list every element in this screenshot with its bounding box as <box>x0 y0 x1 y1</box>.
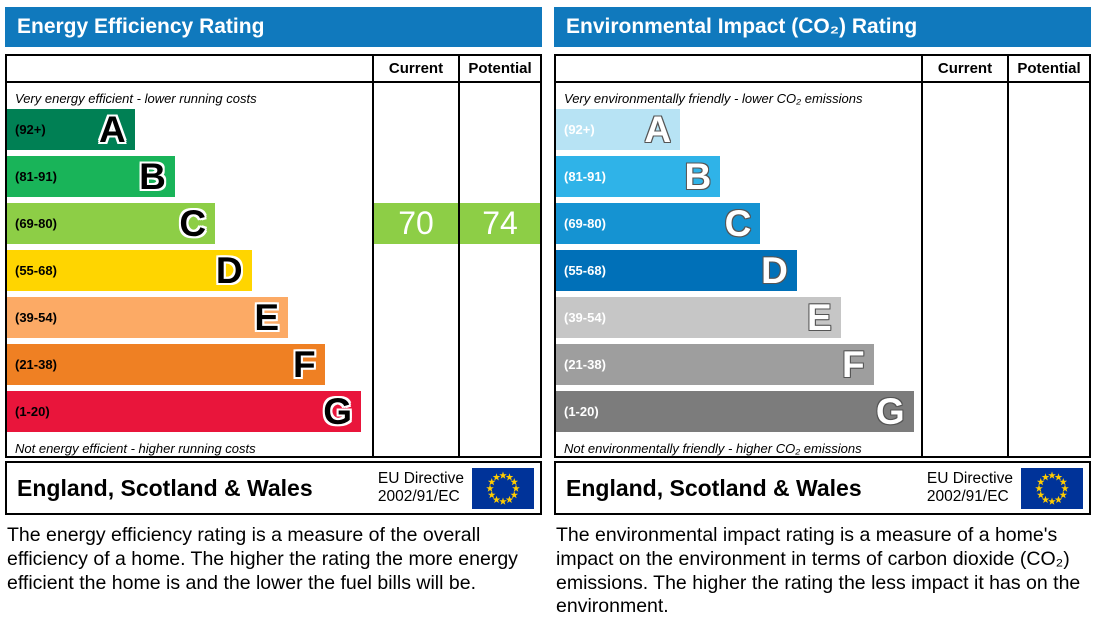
energy-description: The energy efficiency rating is a measur… <box>7 524 518 594</box>
band-letter: G <box>323 391 353 432</box>
potential-column-header: Potential <box>1007 56 1089 83</box>
band-range-label: (39-54) <box>564 310 606 325</box>
band-range-label: (1-20) <box>15 404 50 419</box>
band-letter: D <box>215 250 243 291</box>
environment-panel-title: Environmental Impact (CO₂) Rating <box>554 7 1091 47</box>
band-range-label: (55-68) <box>15 263 57 278</box>
eu-flag-icon <box>472 467 534 509</box>
band-range-label: (21-38) <box>564 357 606 372</box>
band-range-label: (69-80) <box>15 216 57 231</box>
band-range-label: (69-80) <box>564 216 606 231</box>
band-letter: A <box>99 109 126 150</box>
energy-bottom-caption: Not energy efficient - higher running co… <box>15 441 256 456</box>
band-g-bar: (1-20) G <box>7 391 362 432</box>
band-range-label: (1-20) <box>564 404 599 419</box>
table-corner-cell <box>7 56 372 83</box>
potential-column-header: Potential <box>458 56 540 83</box>
band-a-bar: (92+) A <box>556 109 681 150</box>
energy-rating-table: Current Potential Very energy efficient … <box>5 54 542 458</box>
eu-directive-label: EU Directive 2002/91/EC <box>378 470 464 507</box>
band-range-label: (39-54) <box>15 310 57 325</box>
band-d-bar: (55-68) D <box>7 250 252 291</box>
band-letter: F <box>292 344 316 385</box>
environment-description: The environmental impact rating is a mea… <box>556 524 1081 618</box>
energy-current-column: 70 <box>372 83 458 456</box>
current-column-header: Current <box>372 56 458 83</box>
band-e-bar: (39-54) E <box>7 297 289 338</box>
band-g-bar: (1-20) G <box>556 391 914 432</box>
band-b-bar: (81-91) B <box>556 156 721 197</box>
current-rating-value: 70 <box>374 203 458 244</box>
band-letter: A <box>644 109 672 150</box>
panel-environmental-impact: Environmental Impact (CO₂) Rating Curren… <box>554 7 1091 619</box>
band-letter: C <box>179 203 207 244</box>
energy-potential-column: 74 <box>458 83 540 456</box>
band-range-label: (92+) <box>564 122 595 137</box>
band-letter: B <box>139 156 166 197</box>
eu-flag-icon <box>1021 467 1083 509</box>
region-label: England, Scotland & Wales <box>17 474 313 501</box>
current-column-header: Current <box>921 56 1007 83</box>
energy-top-caption: Very energy efficient - lower running co… <box>15 91 257 106</box>
environment-rating-table: Current Potential Very environmentally f… <box>554 54 1091 458</box>
region-label: England, Scotland & Wales <box>566 474 862 501</box>
band-b-bar: (81-91) B <box>7 156 175 197</box>
band-e-bar: (39-54) E <box>556 297 841 338</box>
band-letter: D <box>761 250 788 291</box>
environment-potential-column <box>1007 83 1089 456</box>
energy-panel-title: Energy Efficiency Rating <box>5 7 542 47</box>
band-c-bar: (69-80) C <box>556 203 761 244</box>
band-letter: E <box>254 297 280 338</box>
band-range-label: (55-68) <box>564 263 606 278</box>
band-range-label: (21-38) <box>15 357 57 372</box>
panel-energy-efficiency: Energy Efficiency Rating Current Potenti… <box>5 7 542 619</box>
band-range-label: (81-91) <box>15 169 57 184</box>
band-f-bar: (21-38) F <box>556 344 874 385</box>
eu-directive-line2: 2002/91/EC <box>926 488 1009 505</box>
band-letter: G <box>875 391 905 432</box>
environment-bottom-caption: Not environmentally friendly - higher CO… <box>564 441 862 456</box>
table-corner-cell <box>556 56 921 83</box>
band-letter: B <box>684 156 712 197</box>
band-range-label: (81-91) <box>564 169 606 184</box>
band-a-bar: (92+) A <box>7 109 135 150</box>
band-letter: E <box>807 297 832 338</box>
environment-band-chart: Very environmentally friendly - lower CO… <box>556 83 921 456</box>
eu-directive-line1: EU Directive <box>377 469 464 487</box>
eu-directive-line1: EU Directive <box>926 469 1013 487</box>
environment-bands: (92+) A (81-91) B (69-80) C (55-68) D (39-54) E (2… <box>556 109 921 432</box>
band-f-bar: (21-38) F <box>7 344 325 385</box>
eu-directive-line2: 2002/91/EC <box>377 488 460 505</box>
band-d-bar: (55-68) D <box>556 250 797 291</box>
energy-footer: England, Scotland & Wales EU Directive 2… <box>5 461 542 515</box>
band-letter: C <box>724 203 752 244</box>
environment-footer: England, Scotland & Wales EU Directive 2… <box>554 461 1091 515</box>
energy-bands: (92+) A (81-91) B (69-80) C (55-68) D (39-54) E (2… <box>7 109 372 432</box>
environment-current-column <box>921 83 1007 456</box>
potential-rating-value: 74 <box>460 203 540 244</box>
energy-band-chart: Very energy efficient - lower running co… <box>7 83 372 456</box>
eu-directive-label: EU Directive 2002/91/EC <box>927 470 1013 507</box>
band-letter: F <box>841 344 865 385</box>
environment-top-caption: Very environmentally friendly - lower CO… <box>564 91 863 106</box>
band-c-bar: (69-80) C <box>7 203 216 244</box>
band-range-label: (92+) <box>15 122 46 137</box>
